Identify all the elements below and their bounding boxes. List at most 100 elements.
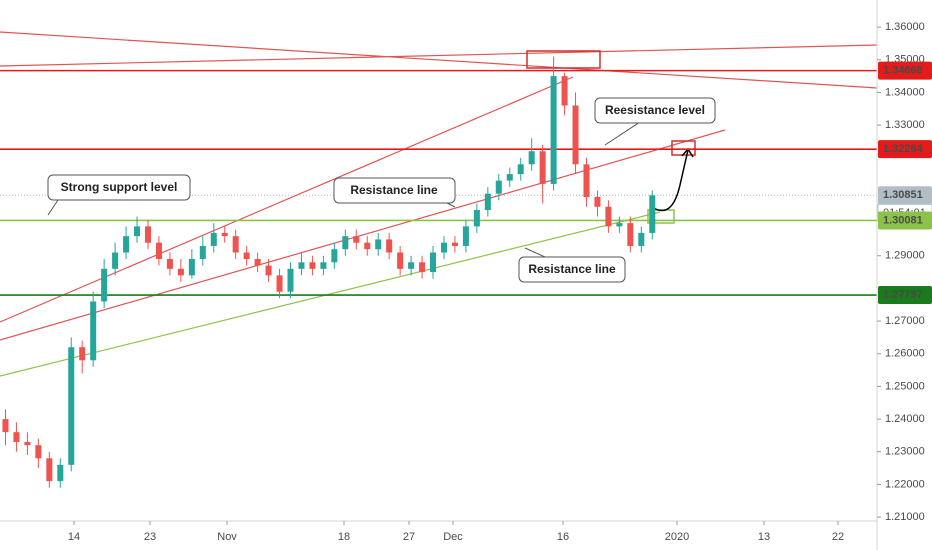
candle-body xyxy=(638,232,645,246)
level-label: 1.32264 xyxy=(883,143,924,155)
candle-body xyxy=(495,180,502,194)
callout-text: Reesistance level xyxy=(605,103,705,117)
candle-body xyxy=(419,262,426,273)
x-tick-label: Dec xyxy=(443,531,463,543)
candle-body xyxy=(243,252,250,260)
highlight-box xyxy=(526,50,601,69)
candle-body xyxy=(101,268,108,302)
channel-line xyxy=(0,76,574,323)
candle-body xyxy=(342,236,349,250)
x-tick-label: 13 xyxy=(758,531,770,543)
candle-body xyxy=(397,252,404,269)
level-label-bg xyxy=(878,286,932,305)
candle-body xyxy=(605,206,612,227)
candle-body xyxy=(386,239,393,253)
candle-body xyxy=(594,196,601,207)
level-label-bg xyxy=(878,140,932,159)
candle-body xyxy=(2,419,9,433)
candle-body xyxy=(221,232,228,237)
candle-body xyxy=(517,164,524,175)
level-label-bg xyxy=(878,61,932,80)
target-box xyxy=(671,140,696,156)
level-label: 1.27797 xyxy=(883,289,923,301)
candles xyxy=(2,56,656,488)
level-label-bg xyxy=(878,186,932,205)
candle-body xyxy=(177,268,184,276)
callout-text: Resistance line xyxy=(350,183,438,197)
x-tick-label: 16 xyxy=(557,531,569,543)
y-tick-label: 1.21000 xyxy=(885,511,925,523)
candle-body xyxy=(484,193,491,211)
y-tick-label: 1.23000 xyxy=(885,446,925,458)
candle-body xyxy=(539,151,546,184)
candle-body xyxy=(112,252,119,269)
callout-text: Strong support level xyxy=(61,180,178,194)
callout-box xyxy=(47,174,191,201)
candle-body xyxy=(430,252,437,273)
y-tick-label: 1.33000 xyxy=(885,119,925,131)
candle-body xyxy=(276,275,283,292)
candle-body xyxy=(649,195,656,233)
candle-body xyxy=(166,259,173,269)
candle-body xyxy=(13,432,20,442)
candle-body xyxy=(408,262,415,269)
level-label-bg xyxy=(878,211,932,230)
candle-body xyxy=(320,262,327,269)
level-label: 1.30081 xyxy=(883,214,923,226)
candle-body xyxy=(144,226,152,243)
candle-body xyxy=(561,76,568,106)
candle-body xyxy=(57,464,64,482)
candle-body xyxy=(550,76,557,184)
candle-body xyxy=(254,259,261,266)
candle-body xyxy=(199,245,206,260)
candle-body xyxy=(210,232,217,246)
candle-body xyxy=(364,242,371,250)
candle-body xyxy=(232,236,239,253)
callout-box xyxy=(518,256,626,283)
y-tick-label: 1.36000 xyxy=(885,21,925,33)
candle-body xyxy=(583,164,590,197)
candle-body xyxy=(473,210,480,227)
candle-body xyxy=(462,226,469,246)
level-label: 1.34668 xyxy=(883,65,923,77)
candle-body xyxy=(155,242,162,260)
candle-body xyxy=(298,262,305,269)
x-tick-label: 27 xyxy=(403,531,415,543)
candle-body xyxy=(331,249,338,263)
candle-body xyxy=(188,259,195,276)
x-tick-label: 2020 xyxy=(665,531,689,543)
y-tick-label: 1.26000 xyxy=(885,348,925,360)
callout-pointer xyxy=(47,199,59,216)
candle-body xyxy=(134,226,141,237)
candle-body xyxy=(46,458,53,482)
candle-body xyxy=(123,236,130,253)
candle-body xyxy=(35,445,42,459)
y-tick-label: 1.34000 xyxy=(885,86,925,98)
y-tick-label: 1.22000 xyxy=(885,478,925,490)
level-label: 1.30851 xyxy=(883,189,923,201)
candle-body xyxy=(287,268,294,292)
y-tick-label: 1.29000 xyxy=(885,250,925,262)
trend-line xyxy=(0,31,878,89)
callout-box xyxy=(333,177,456,204)
callout-box xyxy=(594,97,716,124)
candle-body xyxy=(68,347,75,465)
y-tick-label: 1.24000 xyxy=(885,413,925,425)
candle-body xyxy=(375,239,382,250)
x-tick-label: Nov xyxy=(217,531,237,543)
x-tick-label: 23 xyxy=(144,531,156,543)
candle-body xyxy=(353,236,360,243)
projection-arrow xyxy=(651,149,689,212)
candle-body xyxy=(79,347,86,361)
callout-text: Resistance line xyxy=(528,262,616,276)
drawings xyxy=(0,31,878,377)
candle-body xyxy=(506,174,513,181)
y-tick-label: 1.27000 xyxy=(885,315,925,327)
candle-body xyxy=(627,223,634,246)
candle-body xyxy=(616,223,623,227)
x-tick-label: 14 xyxy=(68,531,80,543)
candle-body xyxy=(24,441,31,446)
candle-body xyxy=(451,242,458,246)
